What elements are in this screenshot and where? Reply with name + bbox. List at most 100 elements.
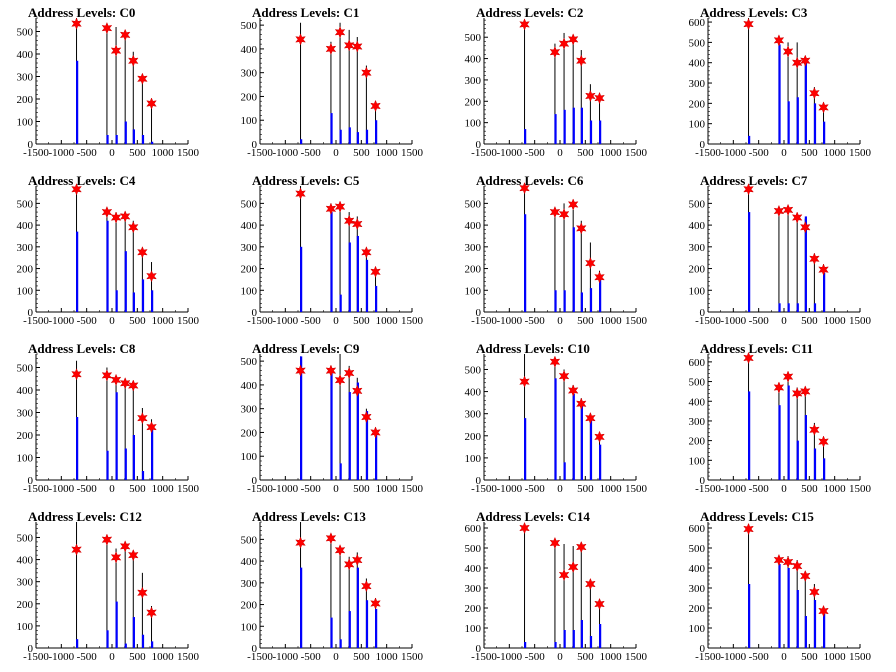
- bar: [124, 448, 127, 480]
- bar: [787, 568, 790, 648]
- bar: [563, 109, 566, 144]
- bar: [365, 600, 369, 648]
- x-tick-label: -500: [77, 483, 98, 495]
- y-tick-label: 100: [17, 285, 34, 297]
- bar: [375, 285, 378, 312]
- bar: [524, 642, 527, 648]
- star-marker: [782, 370, 794, 383]
- bar: [580, 107, 583, 144]
- chart-title: Address Levels: C1: [252, 5, 360, 20]
- star-marker: [137, 411, 148, 425]
- star-marker: [549, 536, 561, 550]
- x-tick-label: -1500: [471, 315, 497, 327]
- x-tick-label: 500: [353, 651, 370, 663]
- y-tick-label: 300: [465, 583, 482, 595]
- bar: [524, 129, 527, 144]
- star-marker: [295, 364, 306, 377]
- y-tick-label: 500: [689, 543, 706, 555]
- bar: [748, 391, 751, 480]
- chart-title: Address Levels: C6: [476, 173, 584, 188]
- x-tick-label: 500: [129, 483, 146, 495]
- y-tick-label: 0: [252, 139, 258, 151]
- x-tick-label: -500: [525, 147, 546, 159]
- x-tick-label: 1000: [824, 147, 847, 159]
- star-marker: [791, 559, 803, 573]
- x-tick-label: -1500: [695, 651, 721, 663]
- bar: [141, 135, 145, 144]
- star-marker: [110, 373, 122, 387]
- star-marker: [782, 203, 794, 217]
- star-marker: [818, 604, 829, 618]
- x-tick-label: -1000: [720, 651, 746, 663]
- x-tick-label: 1500: [401, 147, 424, 159]
- y-tick-label: 500: [689, 198, 706, 210]
- bar: [554, 290, 557, 312]
- star-marker: [558, 568, 570, 582]
- star-marker: [773, 204, 785, 218]
- y-tick-label: 100: [689, 623, 706, 635]
- x-tick-label: 1500: [401, 315, 424, 327]
- x-tick-label: -500: [301, 651, 322, 663]
- chart-title: Address Levels: C0: [28, 5, 136, 20]
- star-marker: [575, 397, 587, 410]
- bar: [76, 231, 79, 312]
- y-tick-label: 500: [689, 377, 706, 389]
- star-marker: [351, 217, 363, 231]
- bar: [106, 630, 109, 648]
- y-tick-label: 200: [241, 264, 258, 276]
- x-tick-label: -1500: [695, 315, 721, 327]
- x-tick-label: 0: [333, 651, 339, 663]
- star-marker: [743, 522, 754, 536]
- x-tick-label: -1500: [695, 483, 721, 495]
- y-tick-label: 500: [465, 198, 482, 210]
- y-tick-label: 500: [17, 532, 34, 544]
- y-tick-label: 400: [17, 49, 34, 61]
- bar: [151, 290, 154, 312]
- y-tick-label: 100: [689, 285, 706, 297]
- x-tick-label: 0: [557, 651, 563, 663]
- chart-plot: 0 100 200 300 400 500 -1500 -1000 -500 0 500 1000 15…: [465, 354, 648, 495]
- star-marker: [818, 101, 829, 114]
- y-tick-label: 0: [700, 643, 706, 655]
- star-marker: [594, 430, 605, 444]
- bar: [796, 440, 799, 480]
- x-tick-label: 500: [801, 315, 818, 327]
- y-tick-label: 600: [465, 523, 482, 535]
- bar: [554, 378, 557, 480]
- bar: [554, 642, 557, 648]
- x-tick-label: -1500: [23, 483, 49, 495]
- x-tick-label: -500: [525, 483, 546, 495]
- star-marker: [343, 366, 355, 380]
- x-tick-label: 0: [557, 315, 563, 327]
- x-tick-label: 500: [353, 147, 370, 159]
- y-tick-label: 400: [689, 58, 706, 70]
- x-tick-label: 1500: [849, 315, 872, 327]
- star-marker: [799, 221, 811, 234]
- bar: [748, 584, 751, 648]
- bar: [813, 448, 817, 480]
- bar: [300, 567, 303, 648]
- y-tick-label: 0: [252, 475, 258, 487]
- x-tick-label: -1500: [247, 147, 273, 159]
- x-tick-label: 1500: [625, 315, 648, 327]
- bar: [813, 600, 817, 648]
- bar: [141, 279, 145, 312]
- star-marker: [110, 551, 122, 564]
- star-marker: [361, 66, 372, 79]
- bar: [76, 60, 79, 144]
- x-tick-label: -500: [749, 483, 770, 495]
- x-tick-label: -1000: [48, 147, 74, 159]
- chart-panel: Address Levels: C11 0 100 200 300 400 500 600 -1…: [672, 336, 896, 504]
- y-tick-label: 400: [241, 556, 258, 568]
- x-tick-label: 500: [801, 651, 818, 663]
- x-tick-label: 0: [333, 147, 339, 159]
- star-marker: [334, 544, 346, 557]
- y-tick-label: 300: [17, 577, 34, 589]
- star-marker: [137, 586, 148, 599]
- x-tick-label: 1500: [401, 483, 424, 495]
- star-marker: [575, 54, 587, 67]
- star-marker: [343, 39, 355, 52]
- bar: [300, 356, 303, 480]
- bar: [141, 471, 145, 480]
- star-marker: [782, 555, 794, 569]
